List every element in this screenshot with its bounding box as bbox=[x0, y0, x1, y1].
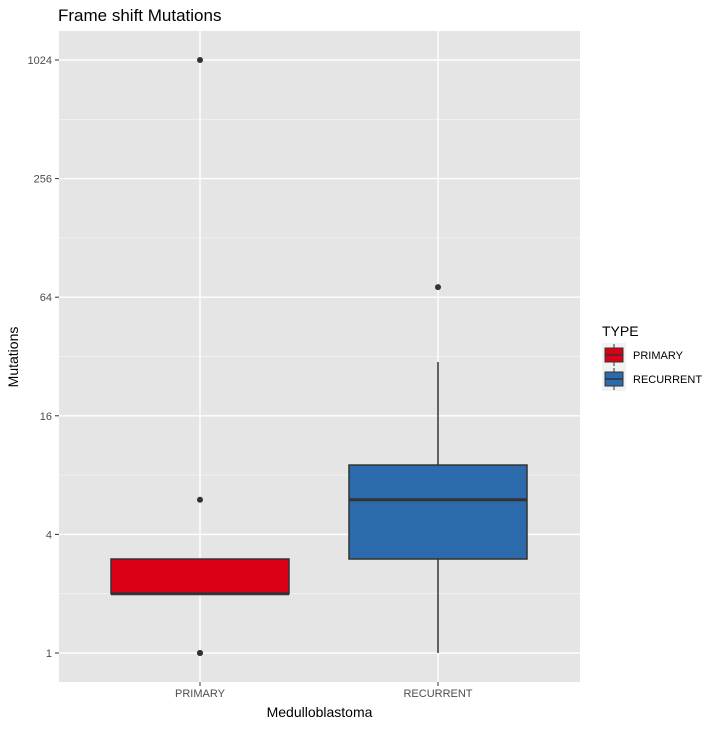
outlier-point bbox=[197, 57, 203, 63]
outlier-points bbox=[197, 57, 441, 656]
outlier-point bbox=[197, 650, 203, 656]
iqr-box bbox=[110, 558, 290, 595]
legend-items: PRIMARY RECURRENT bbox=[602, 343, 702, 391]
legend-item-recurrent: RECURRENT bbox=[602, 367, 702, 391]
box-recurrent bbox=[348, 362, 528, 653]
y-axis-label: Mutations bbox=[5, 327, 21, 388]
y-tick-label: 64 bbox=[40, 292, 52, 304]
boxes bbox=[110, 362, 528, 653]
y-tick-label: 1 bbox=[46, 648, 52, 660]
y-tick-label: 1024 bbox=[28, 55, 52, 67]
chart-title: Frame shift Mutations bbox=[58, 6, 221, 25]
x-axis-label: Medulloblastoma bbox=[267, 704, 373, 720]
box-primary bbox=[110, 558, 290, 596]
outlier-point bbox=[197, 496, 203, 503]
outlier-point bbox=[435, 284, 441, 291]
legend-label: PRIMARY bbox=[633, 350, 684, 362]
legend-title: TYPE bbox=[602, 323, 639, 339]
axes: 1 4 16 64 256 1024 PRIMARY RECURRENT bbox=[28, 55, 473, 700]
x-tick-label: RECURRENT bbox=[403, 688, 472, 700]
legend-item-primary: PRIMARY bbox=[602, 343, 684, 367]
x-tick-label: PRIMARY bbox=[175, 688, 226, 700]
y-tick-label: 4 bbox=[46, 529, 52, 541]
y-tick-label: 256 bbox=[34, 174, 52, 186]
iqr-box bbox=[348, 464, 528, 560]
y-tick-label: 16 bbox=[40, 411, 52, 423]
legend-label: RECURRENT bbox=[633, 374, 702, 386]
legend: TYPE PRIMARY RECURRENT bbox=[602, 323, 702, 391]
